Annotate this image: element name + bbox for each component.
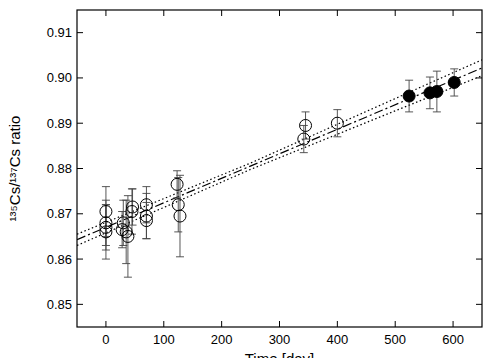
open-point xyxy=(140,215,152,227)
y-tick xyxy=(476,123,482,124)
x-tick xyxy=(163,321,164,327)
x-tick-label: 400 xyxy=(327,332,349,347)
x-tick-label: 200 xyxy=(211,332,233,347)
confidence-band xyxy=(77,60,482,234)
y-tick xyxy=(77,77,83,78)
y-tick xyxy=(77,213,83,214)
y-tick-label: 0.89 xyxy=(47,116,72,131)
fit-line xyxy=(77,68,482,240)
x-tick xyxy=(453,321,454,327)
y-tick xyxy=(77,168,83,169)
y-tick xyxy=(476,168,482,169)
x-tick xyxy=(221,10,222,16)
open-point xyxy=(100,226,112,238)
y-tick-label: 0.87 xyxy=(47,206,72,221)
open-point xyxy=(100,206,112,218)
chart: 0 100 200 300 400 500 600 0.85 0.86 0.87 0.88 0.89 0… xyxy=(0,0,500,358)
x-tick xyxy=(163,10,164,16)
x-tick xyxy=(221,321,222,327)
filled-point xyxy=(403,90,415,102)
error-bar xyxy=(142,202,150,238)
x-tick xyxy=(279,10,280,16)
y-tick-label: 0.86 xyxy=(47,252,72,267)
plot-area xyxy=(77,60,482,277)
y-tick xyxy=(476,32,482,33)
x-tick-label: 0 xyxy=(102,332,109,347)
open-point xyxy=(171,178,183,190)
x-tick xyxy=(337,321,338,327)
x-tick xyxy=(395,10,396,16)
y-tick-label: 0.88 xyxy=(47,161,72,176)
error-bar xyxy=(102,205,110,259)
y-tick xyxy=(77,123,83,124)
x-axis-label: Time [day] xyxy=(245,350,314,358)
error-bar xyxy=(174,178,182,232)
y-tick-label: 0.85 xyxy=(47,297,72,312)
x-tick-label: 100 xyxy=(153,332,175,347)
open-point xyxy=(331,117,343,129)
error-bar xyxy=(176,175,184,257)
y-axis-label: ¹³⁵Cs/¹³⁷Cs ratio xyxy=(6,116,23,222)
y-tick xyxy=(476,304,482,305)
y-tick-label: 0.90 xyxy=(47,70,72,85)
x-tick xyxy=(279,321,280,327)
x-tick xyxy=(105,321,106,327)
error-bar xyxy=(333,110,341,137)
y-tick xyxy=(77,32,83,33)
x-tick-label: 600 xyxy=(442,332,464,347)
x-tick xyxy=(105,10,106,16)
open-point xyxy=(172,199,184,211)
open-point xyxy=(140,199,152,211)
x-tick xyxy=(337,10,338,16)
filled-point xyxy=(431,86,443,98)
open-point xyxy=(127,201,139,213)
open-point xyxy=(174,210,186,222)
y-tick-label: 0.91 xyxy=(47,25,72,40)
x-tick xyxy=(453,10,454,16)
x-tick xyxy=(395,321,396,327)
error-bar xyxy=(142,193,150,238)
x-tick-label: 500 xyxy=(384,332,406,347)
filled-point xyxy=(448,76,460,88)
y-tick xyxy=(77,304,83,305)
confidence-band xyxy=(77,76,482,246)
open-point xyxy=(298,133,310,145)
y-tick xyxy=(77,259,83,260)
open-point xyxy=(122,230,134,242)
plot-frame xyxy=(77,10,482,327)
x-tick-label: 300 xyxy=(269,332,291,347)
y-tick xyxy=(476,259,482,260)
y-tick xyxy=(476,213,482,214)
open-point xyxy=(300,119,312,131)
